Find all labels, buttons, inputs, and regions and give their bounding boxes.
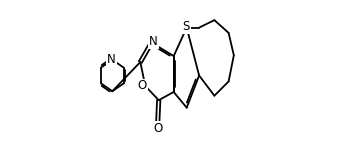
Text: N: N [149,35,158,48]
Text: O: O [137,79,146,92]
Text: S: S [183,20,190,33]
Text: O: O [153,122,162,135]
Text: N: N [107,53,116,66]
